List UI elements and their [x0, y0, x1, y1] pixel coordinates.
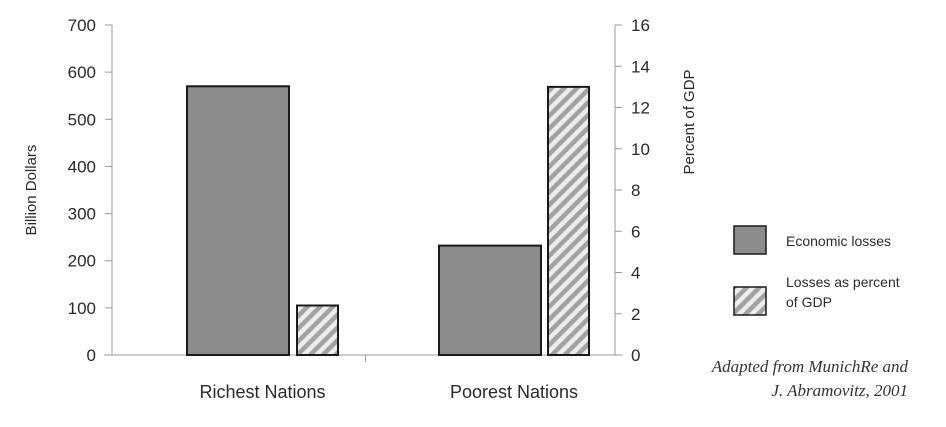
left-tick-label: 200 [68, 252, 96, 271]
axes [104, 24, 622, 362]
category-label: Poorest Nations [450, 382, 578, 402]
right-tick-label: 4 [631, 264, 640, 283]
legend-swatch-losses-percent-gdp [733, 286, 767, 316]
tick-labels: 0 100 200 300 400 500 600 700 0 2 4 6 8 10 12 14 16 Billi… [23, 16, 698, 402]
left-tick-label: 100 [68, 299, 96, 318]
y-axis-title-left: Billion Dollars [23, 145, 40, 236]
bar-economic-losses [186, 85, 290, 357]
right-tick-label: 16 [631, 16, 650, 35]
right-tick-label: 6 [631, 222, 640, 241]
legend: Economic losses Losses as percent of GDP [733, 225, 900, 316]
legend-swatch-economic-losses [733, 225, 767, 255]
legend-label: Losses as percent [786, 274, 900, 290]
legend-label: Economic losses [786, 233, 891, 249]
bar-economic-losses [438, 244, 542, 356]
right-tick-label: 12 [631, 99, 650, 118]
bar-losses-percent-gdp [547, 85, 590, 356]
source-line-2: J. Abramovitz, 2001 [771, 381, 908, 400]
left-tick-label: 600 [68, 63, 96, 82]
legend-label: of GDP [786, 294, 832, 310]
left-tick-label: 0 [87, 346, 96, 365]
left-tick-label: 500 [68, 110, 96, 129]
right-tick-label: 8 [631, 181, 640, 200]
y-axis-title-right: Percent of GDP [681, 69, 698, 174]
left-tick-label: 300 [68, 205, 96, 224]
category-label: Richest Nations [199, 382, 325, 402]
bars [186, 85, 590, 357]
source-line-1: Adapted from MunichRe and [711, 357, 908, 376]
left-tick-label: 700 [68, 16, 96, 35]
left-tick-label: 400 [68, 157, 96, 176]
bar-losses-percent-gdp [296, 304, 339, 356]
right-tick-label: 0 [631, 346, 640, 365]
source-note: Adapted from MunichRe and J. Abramovitz,… [608, 355, 908, 403]
right-tick-label: 2 [631, 305, 640, 324]
right-tick-label: 10 [631, 140, 650, 159]
right-tick-label: 14 [631, 57, 650, 76]
